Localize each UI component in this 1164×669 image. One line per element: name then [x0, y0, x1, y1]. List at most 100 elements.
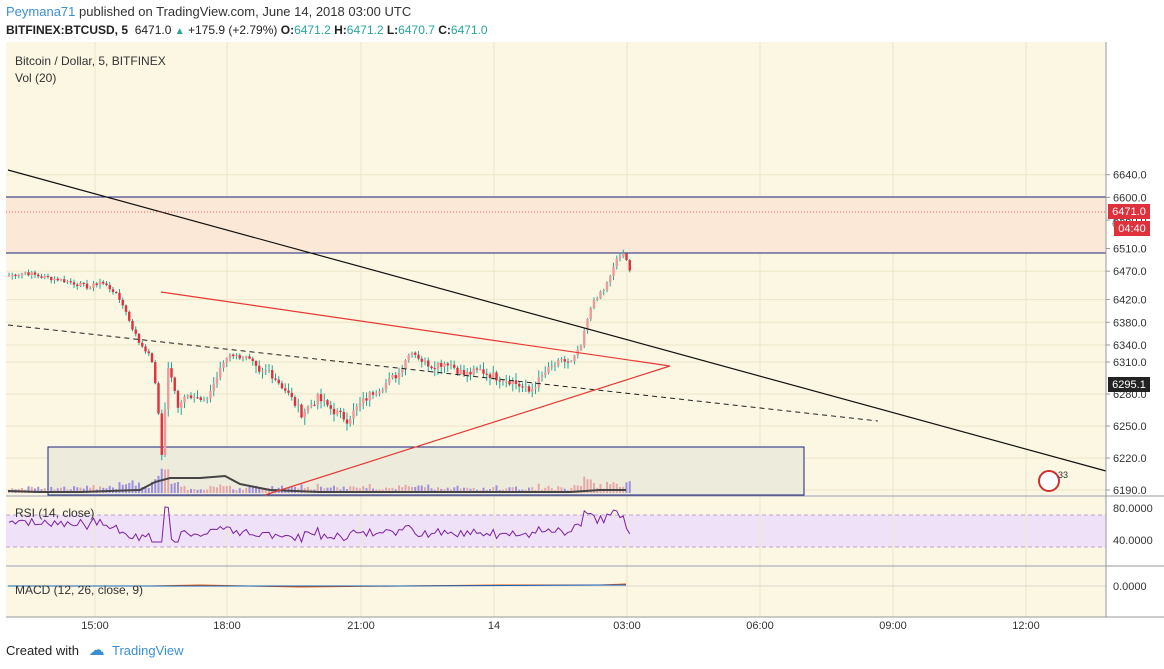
author-link[interactable]: Peymana71 [6, 4, 76, 19]
candle [251, 358, 254, 362]
volume-bar [177, 481, 179, 493]
volume-bar [466, 487, 469, 493]
volume-bar [459, 488, 462, 493]
close-label: C: [438, 23, 451, 37]
low-value: 6470.7 [398, 23, 435, 37]
volume-bar [424, 487, 426, 493]
volume-bar [229, 485, 231, 493]
candle [336, 410, 339, 415]
rsi-tick-label: 80.0000 [1113, 503, 1153, 515]
candle [316, 394, 319, 405]
volume-bar [576, 485, 579, 493]
candle [407, 354, 410, 361]
volume-bar [300, 484, 303, 493]
candle [547, 366, 550, 373]
volume-bar [615, 483, 618, 493]
volume-bar [203, 489, 205, 493]
volume-bar [537, 483, 540, 493]
volume-bar [108, 485, 111, 493]
volume-bar [131, 480, 134, 493]
volume-bar [320, 486, 322, 493]
price-change: +175.9 (+2.79%) [187, 23, 278, 37]
price-tick-label: 6470.0 [1113, 266, 1147, 278]
volume-bar [398, 485, 400, 493]
candle [449, 364, 453, 366]
candle [189, 395, 193, 399]
footer: Created with ☁ TradingView [6, 641, 184, 661]
volume-bar [193, 489, 196, 493]
time-tick-label: 12:00 [1012, 620, 1040, 632]
macd-tick-label: 0.0000 [1113, 581, 1147, 593]
candle [342, 411, 345, 420]
candle [222, 362, 225, 368]
candle [238, 355, 241, 359]
volume-bar [118, 482, 121, 493]
volume-bar [492, 487, 495, 493]
candle [63, 279, 66, 283]
candle [609, 276, 612, 283]
candle [537, 376, 540, 388]
volume-bar [336, 487, 339, 493]
candle [605, 282, 609, 291]
candle [495, 372, 498, 381]
volume-bar [199, 489, 202, 493]
price-pane[interactable] [6, 42, 1106, 495]
price-tick-label: 6380.0 [1113, 317, 1147, 329]
candle [378, 391, 381, 394]
candle [72, 282, 76, 285]
price-tick-label: 6510.0 [1113, 243, 1147, 255]
volume-bar [164, 469, 166, 493]
candle [345, 419, 349, 424]
candle [570, 361, 573, 363]
volume-bar [82, 488, 85, 493]
macd-pane[interactable] [6, 567, 1106, 617]
candle [323, 400, 326, 402]
candle [219, 367, 222, 378]
publish-text: published on TradingView.com, June 14, 2… [79, 4, 412, 19]
close-value: 6471.0 [450, 23, 488, 37]
created-with-text: Created with [6, 643, 79, 658]
volume-bar [73, 486, 75, 493]
volume-bar [586, 479, 589, 493]
candle [560, 359, 563, 361]
volume-bar [463, 487, 465, 493]
candle [384, 383, 388, 390]
candle [462, 370, 466, 376]
volume-bar [550, 488, 553, 493]
candle [492, 372, 495, 378]
candle [170, 368, 173, 378]
last-price-badge-text: 6471.0 [1112, 206, 1146, 218]
event-flag-icon[interactable] [1038, 470, 1060, 492]
candle [303, 411, 306, 418]
volume-bar [307, 486, 309, 493]
candle [150, 353, 154, 363]
candle [612, 266, 615, 277]
volume-bar [411, 486, 413, 493]
price-tick-label: 6310.0 [1113, 357, 1147, 369]
candle [475, 368, 479, 370]
countdown-text: 04:40 [1118, 223, 1146, 235]
candle [163, 409, 167, 455]
candle [186, 395, 189, 397]
volume-bar [355, 487, 358, 493]
volume-bar [342, 486, 345, 493]
low-label: L: [386, 23, 399, 37]
candle [241, 358, 245, 360]
volume-bar [573, 485, 576, 493]
candle [89, 287, 92, 289]
candle [11, 274, 14, 276]
volume-bar [212, 486, 215, 493]
candle [534, 387, 537, 389]
tradingview-link[interactable]: TradingView [112, 643, 184, 658]
price-tick-label: 6640.0 [1113, 170, 1147, 182]
candle [446, 363, 449, 366]
volume-bar [290, 486, 293, 493]
candles [7, 249, 631, 461]
volume-bar [99, 486, 101, 493]
volume-bar [219, 484, 222, 493]
volume-bar [407, 486, 410, 493]
volume-bar [404, 484, 407, 493]
price-tick-label: 6190.0 [1113, 485, 1147, 497]
symbol-label: BITFINEX:BTCUSD, 5 [6, 23, 129, 37]
